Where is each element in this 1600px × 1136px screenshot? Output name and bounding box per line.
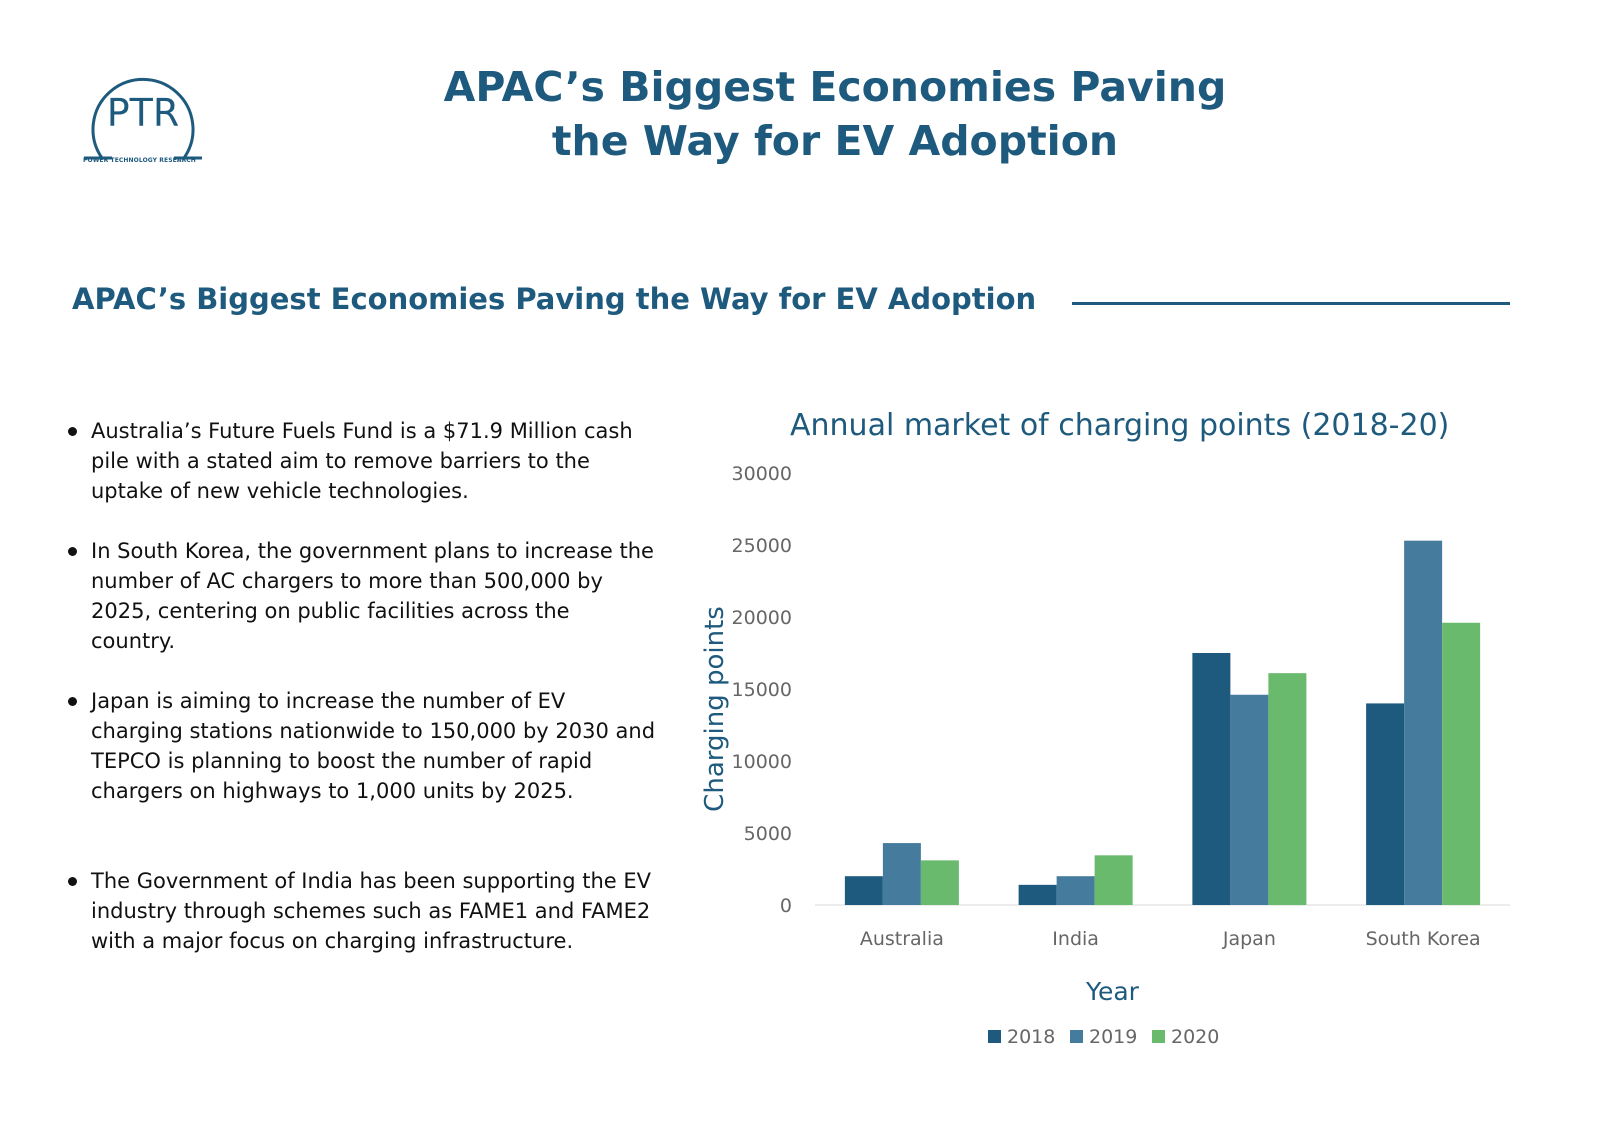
- y-axis-title: Charging points: [700, 606, 730, 812]
- bar-south-korea-2019: [1404, 540, 1443, 905]
- bar-india-2018: [1018, 884, 1057, 905]
- bullet-list: Australia’s Future Fuels Fund is a $71.9…: [66, 416, 656, 986]
- legend-label-2018: 2018: [1007, 1026, 1055, 1048]
- y-tick-label: 20000: [732, 607, 792, 629]
- bar-japan-2020: [1268, 673, 1307, 905]
- legend-swatch-2018: [988, 1030, 1001, 1043]
- page-title: APAC’s Biggest Economies Paving the Way …: [443, 63, 1227, 165]
- x-axis-title: Year: [1085, 977, 1140, 1006]
- y-tick-label: 10000: [732, 751, 792, 773]
- bar-australia-2019: [882, 843, 921, 905]
- svg-text:PTR: PTR: [107, 91, 180, 135]
- x-tick-label: India: [1052, 928, 1099, 950]
- logo-tagline: POWER TECHNOLOGY RESEARCH: [83, 157, 196, 164]
- legend-label-2019: 2019: [1089, 1026, 1137, 1048]
- bar-australia-2020: [920, 860, 959, 905]
- y-tick-label: 30000: [732, 463, 792, 485]
- x-tick-label: Australia: [860, 928, 944, 950]
- y-tick-label: 0: [780, 895, 792, 917]
- bar-australia-2018: [844, 876, 883, 905]
- x-tick-label: Japan: [1222, 928, 1276, 950]
- bullet-south-korea: In South Korea, the government plans to …: [66, 536, 656, 656]
- bar-chart: 0 5000 10000 15000 20000 25000 30000 Australia I…: [700, 463, 1510, 1048]
- bullet-japan: Japan is aiming to increase the number o…: [66, 686, 656, 806]
- section-title: APAC’s Biggest Economies Paving the Way …: [72, 282, 1037, 316]
- y-tick-label: 15000: [732, 679, 792, 701]
- legend-swatch-2020: [1152, 1030, 1165, 1043]
- bar-japan-2018: [1192, 653, 1231, 905]
- x-tick-label: South Korea: [1366, 928, 1481, 950]
- ptr-logo: PTR: [84, 77, 202, 160]
- bar-south-korea-2020: [1442, 622, 1481, 905]
- bullet-australia: Australia’s Future Fuels Fund is a $71.9…: [66, 416, 656, 506]
- bar-india-2019: [1056, 876, 1095, 905]
- bar-japan-2019: [1230, 694, 1269, 905]
- bullet-india: The Government of India has been support…: [66, 866, 656, 956]
- section-divider: [1072, 302, 1510, 305]
- legend-label-2020: 2020: [1171, 1026, 1219, 1048]
- chart-title: Annual market of charging points (2018-2…: [790, 408, 1450, 443]
- y-tick-label: 25000: [732, 535, 792, 557]
- legend-swatch-2019: [1070, 1030, 1083, 1043]
- bar-india-2020: [1094, 855, 1133, 905]
- y-tick-label: 5000: [744, 823, 792, 845]
- bar-south-korea-2018: [1366, 703, 1405, 905]
